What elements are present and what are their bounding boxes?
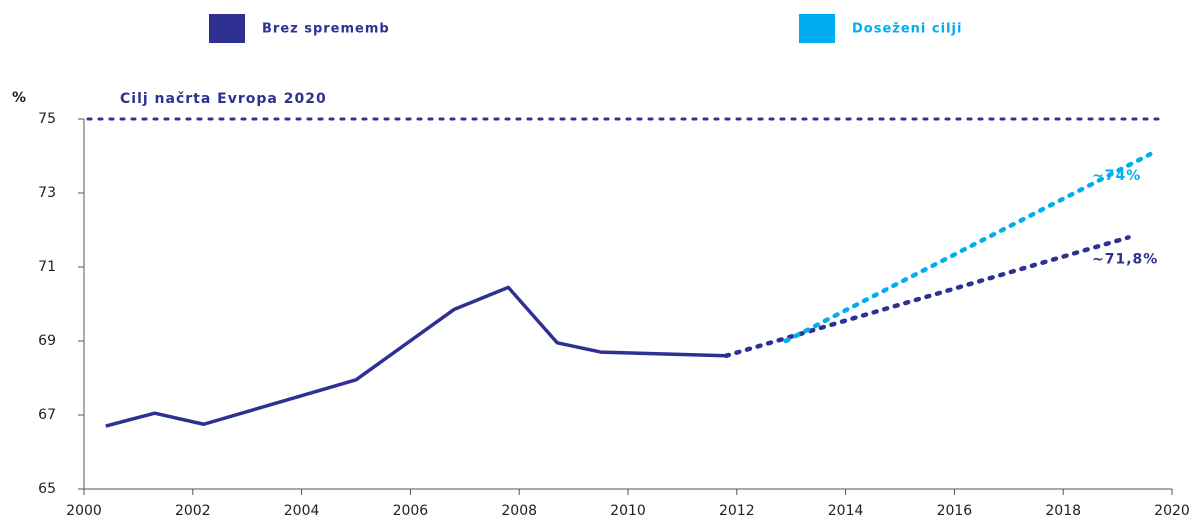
- y-tick-label: 71: [38, 259, 56, 275]
- x-tick-label: 2014: [828, 503, 864, 519]
- x-tick-label: 2008: [501, 503, 537, 519]
- legend-swatch: [209, 14, 245, 43]
- x-tick-label: 2006: [393, 503, 429, 519]
- y-axis-label: %: [12, 90, 27, 106]
- x-tick-label: 2018: [1045, 503, 1081, 519]
- x-tick-label: 2012: [719, 503, 755, 519]
- y-tick-label: 73: [38, 185, 56, 201]
- y-tick-label: 69: [38, 333, 56, 349]
- x-tick-label: 2020: [1154, 503, 1190, 519]
- x-tick-label: 2002: [175, 503, 211, 519]
- series-line: [783, 151, 1153, 344]
- legend-swatch: [799, 14, 835, 43]
- y-tick-label: 75: [38, 111, 56, 127]
- end-label: ~71,8%: [1092, 251, 1158, 267]
- series-line: [105, 285, 726, 428]
- legend-label: Doseženi cilji: [852, 22, 962, 37]
- x-tick-label: 2016: [937, 503, 973, 519]
- x-tick-label: 2000: [66, 503, 102, 519]
- end-label: ~74%: [1092, 168, 1141, 184]
- legend-label: Brez sprememb: [262, 22, 390, 37]
- reference-label: Cilj načrta Evropa 2020: [120, 91, 327, 107]
- series-line: [723, 235, 1131, 359]
- x-tick-label: 2004: [284, 503, 320, 519]
- y-tick-label: 65: [38, 481, 56, 497]
- x-tick-label: 2010: [610, 503, 646, 519]
- y-tick-label: 67: [38, 407, 56, 423]
